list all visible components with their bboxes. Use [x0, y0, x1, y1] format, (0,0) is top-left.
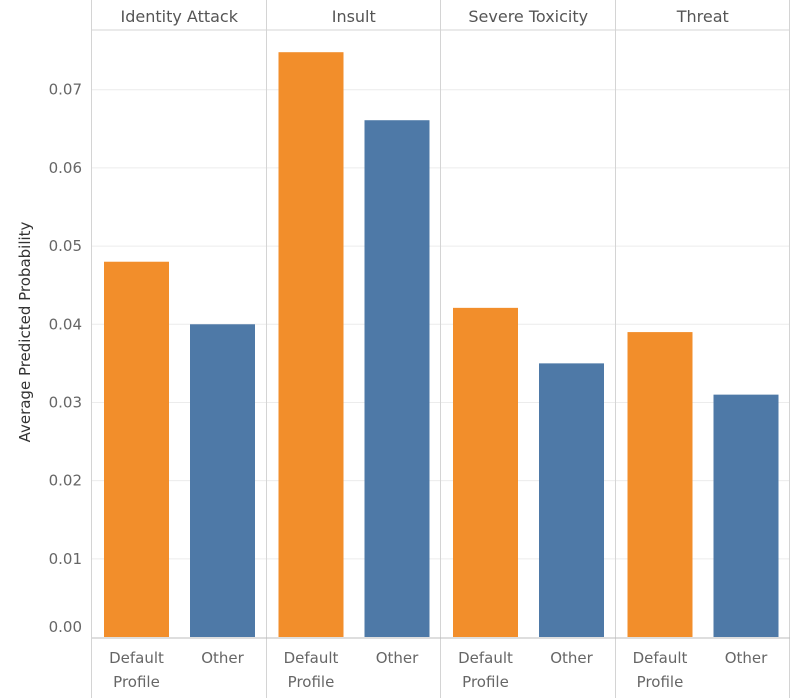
- y-tick-label: 0.02: [49, 472, 82, 490]
- panel-title: Identity Attack: [121, 7, 239, 26]
- panel-titles: Identity Attack Insult Severe Toxicity Thre…: [121, 7, 729, 26]
- bar: [539, 363, 604, 637]
- panel-title: Threat: [676, 7, 729, 26]
- panel-title: Insult: [332, 7, 376, 26]
- x-category-label: Other: [550, 649, 593, 667]
- y-tick-label: 0.03: [49, 393, 82, 411]
- x-category-label: Default: [633, 649, 688, 667]
- bar: [190, 324, 255, 637]
- x-category-label: Other: [376, 649, 419, 667]
- x-category-label: Default: [458, 649, 513, 667]
- y-axis-title: Average Predicted Probability: [16, 221, 34, 442]
- y-tick-label: 0.04: [49, 315, 82, 333]
- x-category-label: Profile: [462, 673, 509, 691]
- y-tick-label: 0.07: [49, 81, 82, 99]
- panel-frames: [91, 0, 790, 698]
- x-category-label: Default: [284, 649, 339, 667]
- y-tick-label: 0.00: [49, 618, 82, 636]
- x-category-label: Profile: [113, 673, 160, 691]
- y-tick-label: 0.01: [49, 550, 82, 568]
- x-category-label: Other: [201, 649, 244, 667]
- x-category-labels: Default Profile Other Default Profile Other De…: [109, 649, 768, 691]
- x-category-label: Default: [109, 649, 164, 667]
- bar: [364, 120, 430, 637]
- y-tick-label: 0.05: [49, 237, 82, 255]
- y-axis-ticks: 0.00 0.01 0.02 0.03 0.04 0.05 0.06 0.07: [49, 81, 82, 636]
- bar: [627, 332, 693, 637]
- bars: [104, 52, 779, 637]
- bar: [713, 394, 779, 637]
- x-category-label: Profile: [637, 673, 684, 691]
- x-category-label: Profile: [288, 673, 335, 691]
- bar: [278, 52, 344, 637]
- x-category-label: Other: [725, 649, 768, 667]
- y-tick-label: 0.06: [49, 159, 82, 177]
- bar: [453, 307, 518, 637]
- panel-title: Severe Toxicity: [468, 7, 588, 26]
- bar: [104, 261, 169, 637]
